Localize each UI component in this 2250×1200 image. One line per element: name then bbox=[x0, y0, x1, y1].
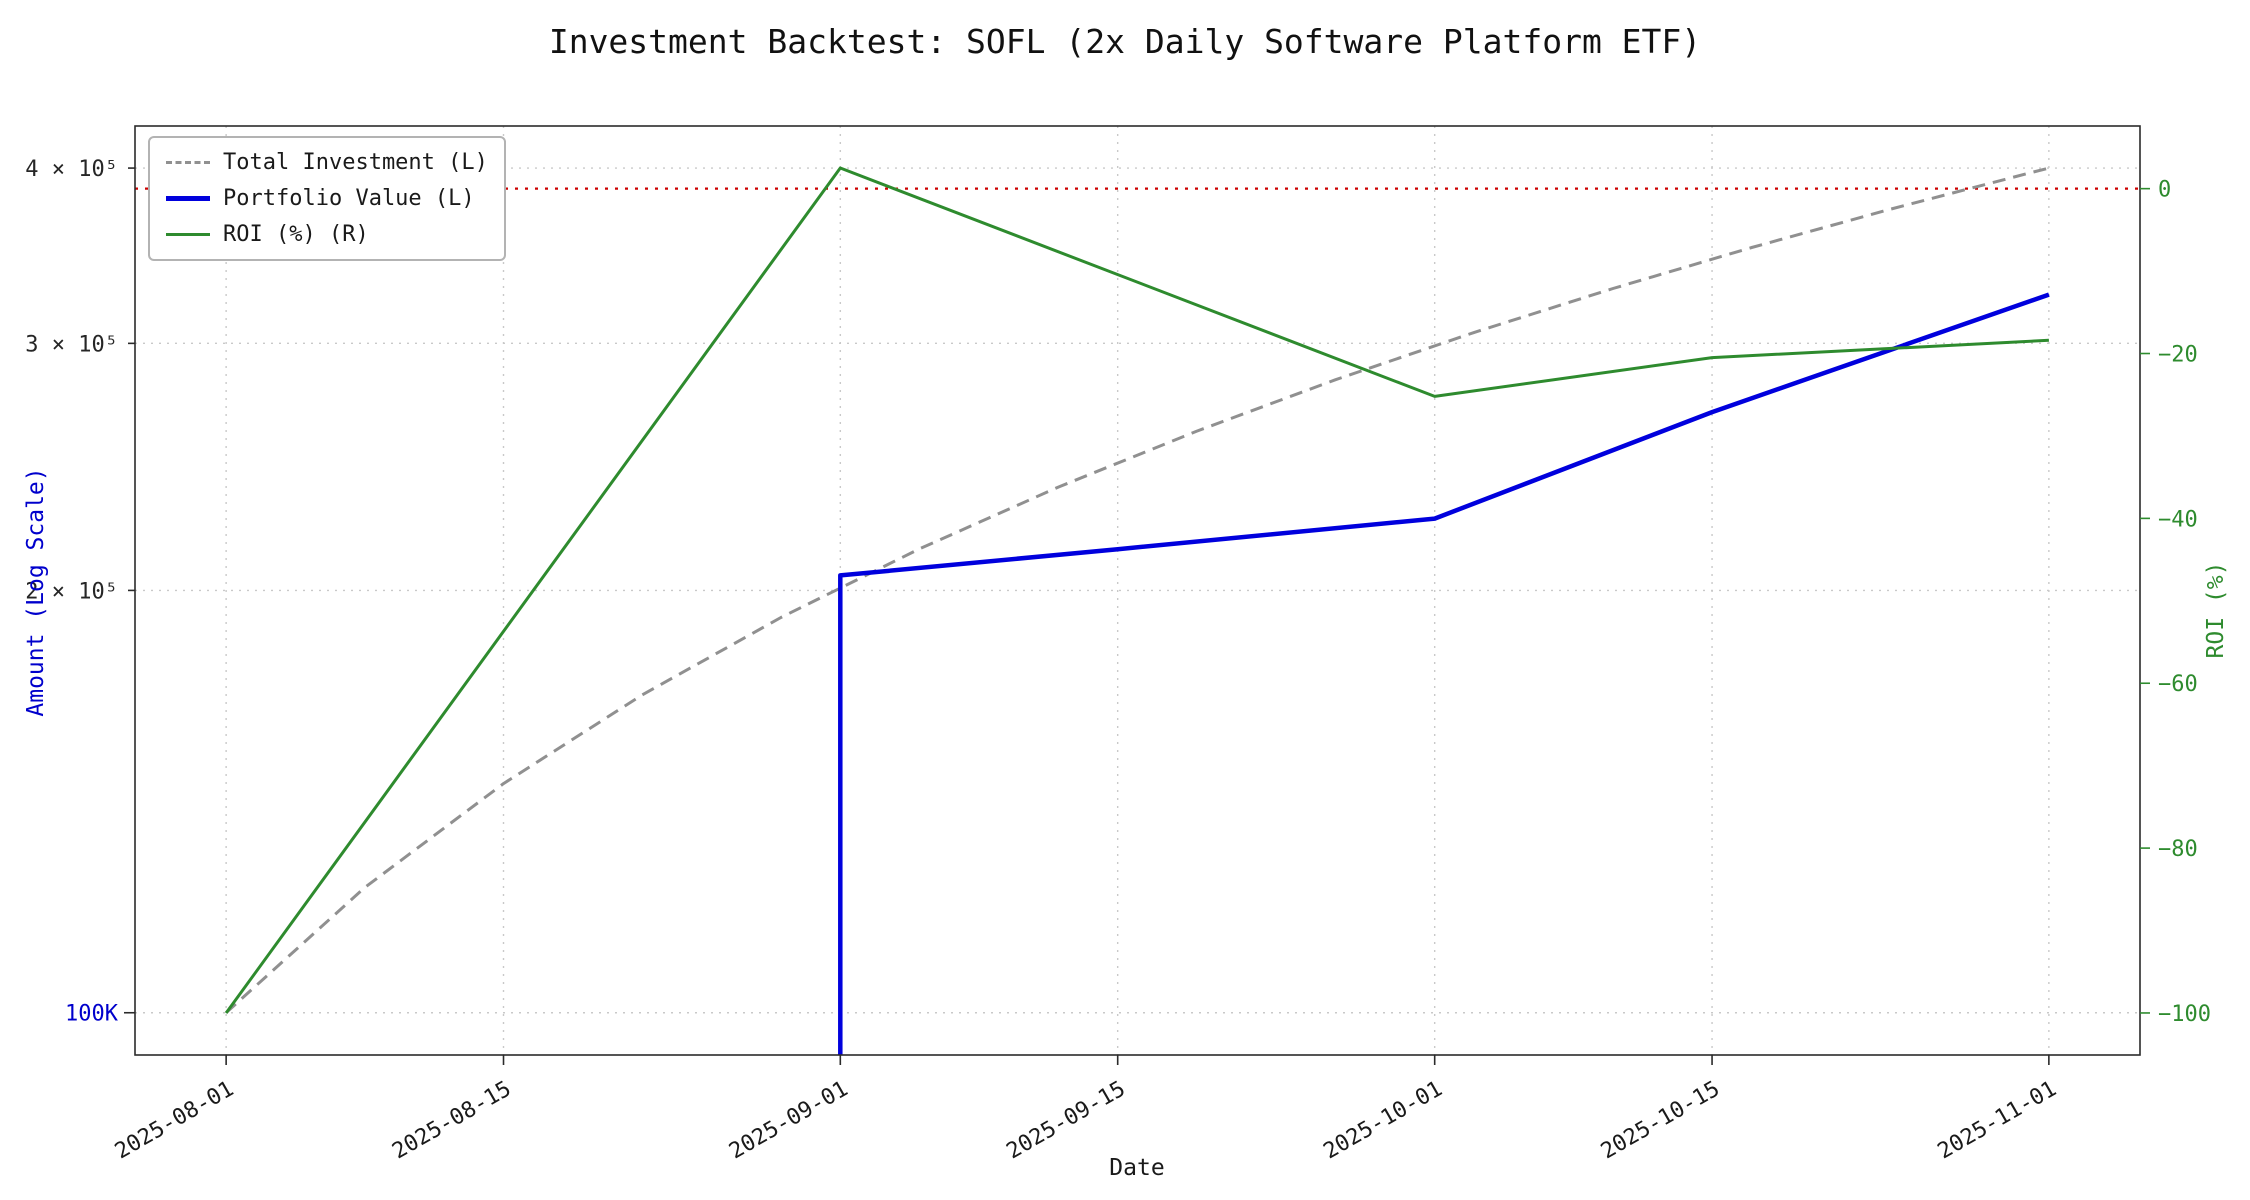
left-tick-label: 100K bbox=[65, 1002, 119, 1027]
legend-item-roi: ROI (%) (R) bbox=[166, 222, 488, 247]
series-line-portfolio-value-l bbox=[838, 292, 2050, 1055]
legend-item-portfolio-value: Portfolio Value (L) bbox=[166, 186, 488, 211]
legend-line-sample-portfolio-value bbox=[166, 196, 210, 201]
legend-item-label: ROI (%) (R) bbox=[223, 222, 369, 247]
series-line-total-investment-l bbox=[225, 166, 2050, 1014]
right-tick-label: −80 bbox=[2158, 837, 2198, 862]
x-tick-label: 2025-09-15 bbox=[1002, 1077, 1129, 1165]
right-tick-label: −20 bbox=[2158, 343, 2198, 368]
left-axis-ticks: 100K 2 × 10⁵ 3 × 10⁵ 4 × 10⁵ bbox=[25, 157, 135, 1027]
right-axis-label: ROI (%) bbox=[2203, 561, 2229, 659]
x-axis-ticks: 2025-08-01 2025-08-15 2025-09-01 2025-09-15… bbox=[111, 1055, 2061, 1164]
x-tick-label: 2025-11-01 bbox=[1934, 1077, 2061, 1165]
x-tick-label: 2025-08-15 bbox=[388, 1077, 515, 1165]
legend-line-sample-roi bbox=[166, 233, 210, 236]
x-tick-label: 2025-10-01 bbox=[1319, 1077, 1446, 1165]
gridlines bbox=[135, 126, 2140, 1055]
legend: Total Investment (L) Portfolio Value (L)… bbox=[148, 136, 506, 261]
left-tick-label: 4 × 10⁵ bbox=[25, 157, 118, 182]
right-tick-label: 0 bbox=[2158, 178, 2171, 203]
left-tick-label: 3 × 10⁵ bbox=[25, 332, 118, 357]
legend-item-label: Portfolio Value (L) bbox=[223, 186, 475, 211]
chart-title: Investment Backtest: SOFL (2x Daily Soft… bbox=[548, 22, 1702, 61]
left-tick-label: 2 × 10⁵ bbox=[25, 579, 118, 604]
right-tick-label: −40 bbox=[2158, 507, 2198, 532]
right-tick-label: −100 bbox=[2158, 1002, 2211, 1027]
left-axis-label: Amount (Log Scale) bbox=[23, 467, 49, 717]
right-tick-label: −60 bbox=[2158, 672, 2198, 697]
x-tick-label: 2025-10-15 bbox=[1597, 1077, 1724, 1165]
legend-item-label: Total Investment (L) bbox=[223, 150, 488, 175]
right-axis-ticks: 0 −20 −40 −60 −80 −100 bbox=[2140, 178, 2211, 1027]
legend-line-sample-total-investment bbox=[166, 161, 210, 164]
series-line-roi-r bbox=[224, 166, 2049, 1014]
x-axis-label: Date bbox=[1109, 1155, 1165, 1181]
x-tick-label: 2025-09-01 bbox=[725, 1077, 852, 1165]
legend-item-total-investment: Total Investment (L) bbox=[166, 150, 488, 175]
x-tick-label: 2025-08-01 bbox=[111, 1077, 238, 1165]
